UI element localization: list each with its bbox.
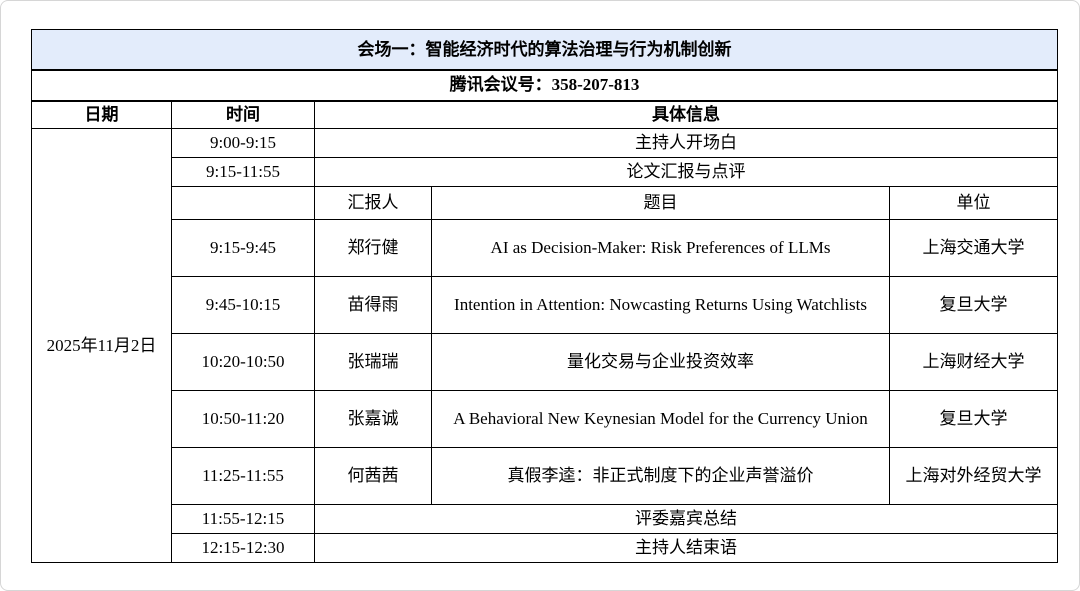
header-time: 时间 xyxy=(171,100,315,129)
meeting-id-row: 腾讯会议号：358-207-813 xyxy=(30,69,1059,102)
subheader-empty-time xyxy=(171,186,315,220)
opening-row: 2025年11月2日 9:00-9:15 主持人开场白 xyxy=(31,128,1059,563)
presentation-presenter: 张瑞瑞 xyxy=(314,333,432,391)
presentation-time: 9:45-10:15 xyxy=(171,276,315,334)
presentation-row: 10:50-11:20 张嘉诚 A Behavioral New Keynesi… xyxy=(32,390,1059,448)
presentation-affiliation: 复旦大学 xyxy=(888,390,1059,448)
summary-info: 评委嘉宾总结 xyxy=(313,504,1059,534)
presentation-row: 11:25-11:55 何茜茜 真假李逵：非正式制度下的企业声誉溢价 上海对外经… xyxy=(32,447,1059,505)
presentation-presenter: 何茜茜 xyxy=(314,447,432,505)
presentation-presenter: 张嘉诚 xyxy=(314,390,432,448)
presentation-row: 10:20-10:50 张瑞瑞 量化交易与企业投资效率 上海财经大学 xyxy=(32,333,1059,391)
meeting-id-cell: 腾讯会议号：358-207-813 xyxy=(30,69,1059,102)
opening-time: 9:00-9:15 xyxy=(171,128,315,158)
header-date: 日期 xyxy=(31,100,172,129)
presentation-affiliation: 复旦大学 xyxy=(888,276,1059,334)
presentation-affiliation: 上海交通大学 xyxy=(888,219,1059,277)
presentation-topic: A Behavioral New Keynesian Model for the… xyxy=(431,390,890,448)
meeting-id-value: 358-207-813 xyxy=(551,75,640,95)
presentation-time: 10:50-11:20 xyxy=(171,390,315,448)
closing-time: 12:15-12:30 xyxy=(171,533,315,563)
presentation-topic: 真假李逵：非正式制度下的企业声誉溢价 xyxy=(431,447,890,505)
presentation-row: 9:15-9:45 郑行健 AI as Decision-Maker: Risk… xyxy=(32,219,1059,277)
presentation-time: 11:25-11:55 xyxy=(171,447,315,505)
presentation-topic: 量化交易与企业投资效率 xyxy=(431,333,890,391)
closing-row: 12:15-12:30 主持人结束语 xyxy=(32,533,1059,563)
presentation-row: 9:45-10:15 苗得雨 Intention in Attention: N… xyxy=(32,276,1059,334)
subheader-presenter: 汇报人 xyxy=(314,186,432,220)
column-header-row: 日期 时间 具体信息 xyxy=(31,100,1059,129)
presentation-time: 10:20-10:50 xyxy=(171,333,315,391)
presentation-affiliation: 上海财经大学 xyxy=(888,333,1059,391)
subheader-topic: 题目 xyxy=(431,186,890,220)
session-title-row: 会场一：智能经济时代的算法治理与行为机制创新 xyxy=(30,29,1059,71)
presentation-presenter: 苗得雨 xyxy=(314,276,432,334)
presentation-time: 9:15-9:45 xyxy=(171,219,315,277)
session-block-row: 9:15-11:55 论文汇报与点评 xyxy=(32,157,1059,187)
date-cell: 2025年11月2日 xyxy=(31,128,172,563)
session-block-time: 9:15-11:55 xyxy=(171,157,315,187)
presentation-presenter: 郑行健 xyxy=(314,219,432,277)
summary-time: 11:55-12:15 xyxy=(171,504,315,534)
opening-info: 主持人开场白 xyxy=(313,128,1059,158)
presentation-topic: Intention in Attention: Nowcasting Retur… xyxy=(431,276,890,334)
conference-schedule-table: 会场一：智能经济时代的算法治理与行为机制创新 腾讯会议号：358-207-813… xyxy=(30,29,1059,563)
session-title: 会场一：智能经济时代的算法治理与行为机制创新 xyxy=(30,29,1059,71)
presentation-topic: AI as Decision-Maker: Risk Preferences o… xyxy=(431,219,890,277)
subheader-row: 汇报人 题目 单位 xyxy=(32,186,1059,220)
meeting-id-label: 腾讯会议号： xyxy=(449,75,552,95)
header-info: 具体信息 xyxy=(313,100,1059,129)
closing-info: 主持人结束语 xyxy=(313,533,1059,563)
summary-row: 11:55-12:15 评委嘉宾总结 xyxy=(32,504,1059,534)
subheader-affiliation: 单位 xyxy=(888,186,1059,220)
presentation-affiliation: 上海对外经贸大学 xyxy=(888,447,1059,505)
session-block-info: 论文汇报与点评 xyxy=(313,157,1059,187)
